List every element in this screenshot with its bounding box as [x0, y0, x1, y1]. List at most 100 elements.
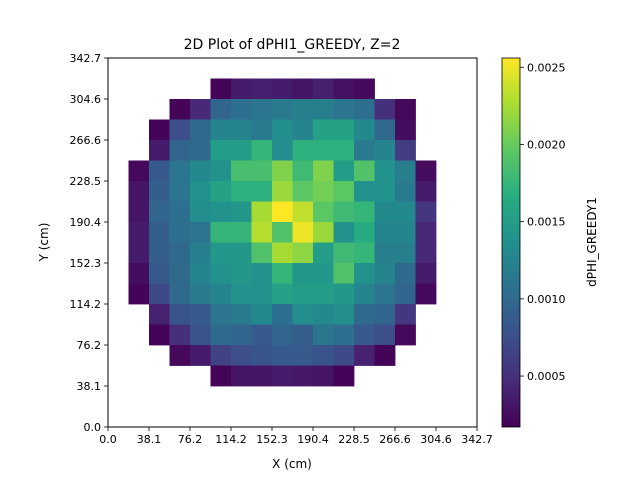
heatmap-cell	[374, 283, 396, 305]
heatmap-cell	[313, 365, 334, 387]
heatmap-cell	[395, 160, 416, 182]
heatmap-cell	[374, 119, 396, 141]
x-axis-ticks: 0.0 38.1 76.2 114.2 152.3 190.4 228.5 266.6 304.…	[99, 427, 493, 446]
heatmap-cell	[395, 304, 416, 325]
heatmap-cell	[374, 222, 396, 243]
heatmap-cell	[374, 263, 396, 284]
heatmap-cell	[415, 283, 437, 305]
heatmap-cell	[169, 140, 191, 161]
heatmap-cell	[231, 304, 252, 325]
heatmap-cell	[190, 222, 211, 243]
y-tick-label: 152.3	[70, 257, 102, 270]
heatmap-cell	[210, 119, 232, 141]
heatmap-cell	[354, 99, 375, 120]
heatmap-cell	[210, 345, 232, 366]
x-tick-label: 190.4	[297, 433, 329, 446]
heatmap-cell	[292, 365, 314, 387]
x-tick-label: 38.1	[137, 433, 162, 446]
y-tick-label: 76.2	[77, 339, 102, 352]
heatmap-cell	[210, 222, 232, 243]
heatmap-cell	[313, 181, 334, 202]
heatmap-cell	[251, 263, 273, 284]
heatmap-cell	[149, 242, 170, 264]
heatmap-cell	[354, 283, 375, 305]
heatmap-cell	[333, 365, 355, 387]
heatmap-cell	[149, 140, 170, 161]
heatmap-cell	[354, 324, 375, 346]
heatmap-cell	[395, 99, 416, 120]
x-tick-label: 304.6	[420, 433, 452, 446]
heatmap-cell	[128, 160, 150, 182]
heatmap-cell	[415, 222, 437, 243]
heatmap-cell	[128, 222, 150, 243]
heatmap-cell	[169, 222, 191, 243]
heatmap-cell	[395, 222, 416, 243]
heatmap-cell	[251, 140, 273, 161]
heatmap-cell	[272, 324, 293, 346]
heatmap-cell	[210, 78, 232, 100]
colorbar-label: dPHI_GREEDY1	[585, 197, 599, 287]
heatmap-cell	[231, 283, 252, 305]
y-tick-label: 114.2	[70, 298, 102, 311]
heatmap-cell	[210, 160, 232, 182]
heatmap-cell	[231, 201, 252, 223]
heatmap-cell	[251, 99, 273, 120]
heatmap-cell	[313, 140, 334, 161]
heatmap-cell	[354, 201, 375, 223]
heatmap-cell	[210, 99, 232, 120]
y-tick-label: 304.6	[70, 93, 102, 106]
heatmap-cell	[190, 181, 211, 202]
heatmap-cell	[169, 99, 191, 120]
heatmap-cell	[190, 140, 211, 161]
y-axis-label: Y (cm)	[37, 223, 51, 263]
heatmap-cell	[169, 181, 191, 202]
heatmap-cell	[333, 201, 355, 223]
heatmap-cell	[333, 283, 355, 305]
heatmap-cell	[149, 324, 170, 346]
chart-title: 2D Plot of dPHI1_GREEDY, Z=2	[184, 37, 401, 53]
y-tick-label: 266.6	[70, 134, 102, 147]
heatmap-cell	[149, 304, 170, 325]
heatmap-cell	[374, 160, 396, 182]
x-tick-label: 114.2	[215, 433, 247, 446]
heatmap-cell	[374, 99, 396, 120]
heatmap-cell	[251, 160, 273, 182]
heatmap-cell	[354, 78, 375, 100]
x-axis-label: X (cm)	[272, 457, 312, 471]
y-tick-label: 228.5	[70, 175, 102, 188]
heatmap-cell	[169, 201, 191, 223]
heatmap-cell	[374, 324, 396, 346]
heatmap-cell	[354, 242, 375, 264]
heatmap-cell	[354, 181, 375, 202]
x-tick-label: 266.6	[379, 433, 411, 446]
heatmap-cell	[272, 304, 293, 325]
colorbar-tick-label: 0.0015	[527, 216, 566, 229]
heatmap-cell	[313, 263, 334, 284]
heatmap-cell	[210, 263, 232, 284]
heatmap-cell	[272, 263, 293, 284]
heatmap-cell	[313, 99, 334, 120]
colorbar-tick-label: 0.0025	[527, 61, 566, 74]
heatmap-cell	[333, 99, 355, 120]
heatmap-cell	[354, 140, 375, 161]
heatmap-cell	[395, 263, 416, 284]
heatmap-cell	[190, 263, 211, 284]
heatmap-cell	[190, 283, 211, 305]
heatmap-cell	[313, 324, 334, 346]
heatmap-cell	[190, 324, 211, 346]
heatmap-cell	[231, 222, 252, 243]
heatmap-cell	[333, 160, 355, 182]
heatmap-cell	[292, 181, 314, 202]
heatmap-cell	[272, 222, 293, 243]
heatmap-cell	[292, 99, 314, 120]
heatmap-cell	[210, 304, 232, 325]
heatmap-cell	[149, 201, 170, 223]
x-tick-label: 152.3	[256, 433, 288, 446]
heatmap-cell	[313, 345, 334, 366]
x-tick-label: 76.2	[178, 433, 203, 446]
heatmap-cell	[354, 119, 375, 141]
heatmap-cell	[128, 181, 150, 202]
heatmap-cell	[169, 263, 191, 284]
heatmap-cell	[128, 201, 150, 223]
y-tick-label: 0.0	[84, 421, 102, 434]
